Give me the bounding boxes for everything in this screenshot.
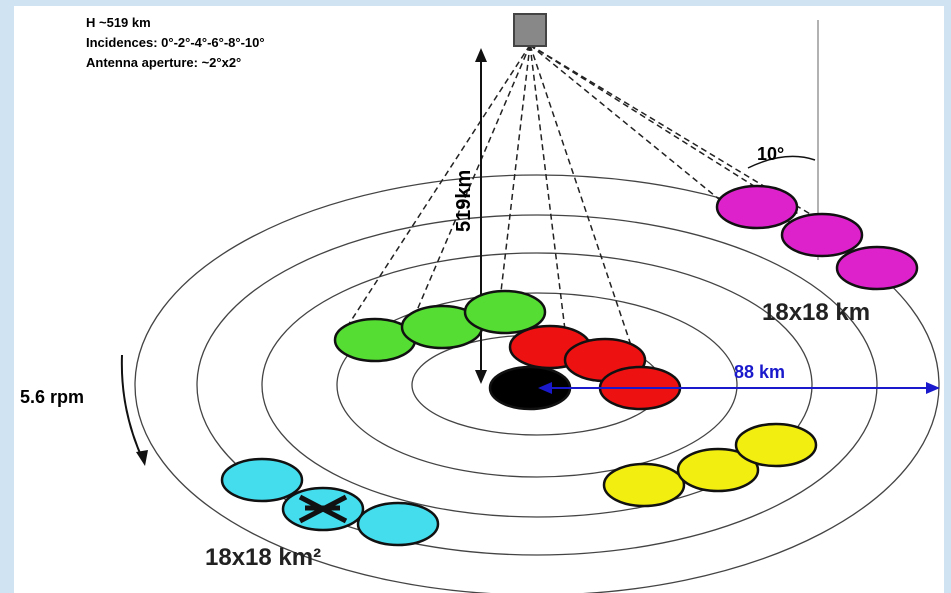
ring — [134, 174, 940, 593]
footprint-cyan — [356, 501, 440, 547]
rotation-arrowhead — [136, 450, 148, 466]
footprint-magenta — [780, 212, 864, 258]
orbit-rings — [134, 174, 940, 593]
ring — [336, 292, 738, 478]
footprint-magenta — [715, 184, 799, 230]
footprint-magenta — [835, 245, 919, 291]
beam — [414, 44, 531, 316]
beams — [344, 20, 841, 373]
pixel-grid — [298, 494, 348, 524]
rotation-arrow — [120, 354, 144, 461]
footprint-yellow — [676, 447, 760, 493]
height-label: 519km — [453, 170, 475, 232]
beam — [344, 44, 531, 331]
footprint-label: 18x18 km — [762, 299, 870, 326]
radius-arrow — [538, 382, 940, 394]
angle-arc — [747, 155, 816, 169]
radius-label: 88 km — [734, 362, 785, 382]
beam — [529, 44, 641, 373]
footprint-cyan — [220, 457, 304, 503]
footprints — [220, 184, 919, 547]
footprint-green — [463, 289, 547, 335]
footprint-yellow — [602, 462, 686, 508]
beam — [499, 44, 531, 301]
altitude-text: H ~519 km — [86, 15, 151, 30]
angle-label: 10° — [757, 144, 784, 164]
satellite — [513, 13, 547, 47]
beam — [529, 44, 566, 331]
ring — [196, 214, 878, 556]
footprint-label: 18x18 km² — [205, 544, 321, 571]
incidences-text: Incidences: 0°-2°-4°-6°-8°-10° — [86, 35, 265, 50]
beam — [529, 44, 721, 201]
aperture-text: Antenna aperture: ~2°x2° — [86, 55, 241, 70]
ring — [261, 252, 813, 518]
footprint-yellow — [734, 422, 818, 468]
rotation-label: 5.6 rpm — [20, 387, 84, 407]
